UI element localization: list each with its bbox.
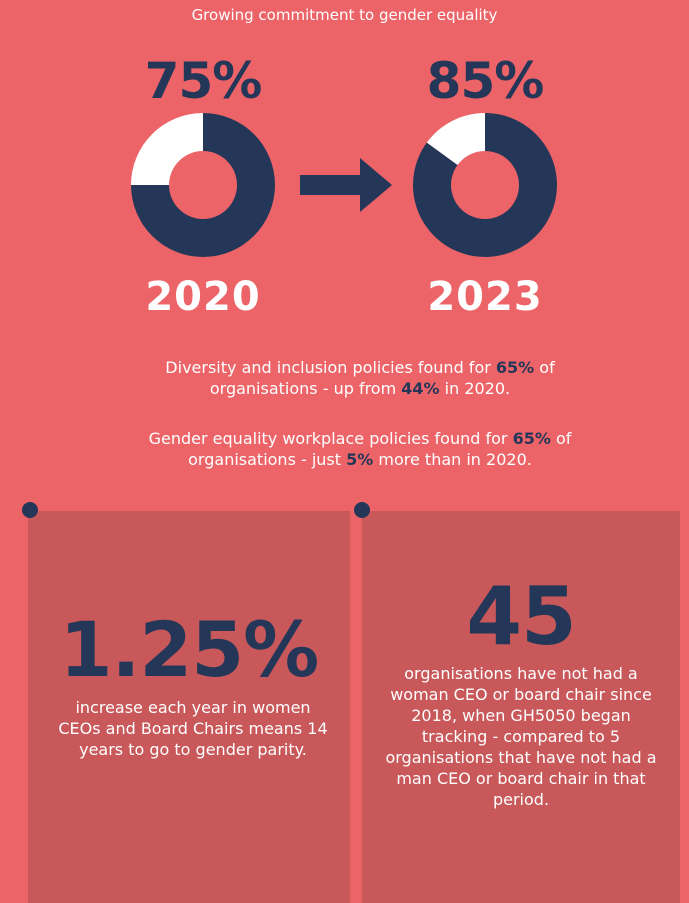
text: Gender equality workplace policies found… <box>148 429 513 448</box>
donut-segment <box>412 113 557 257</box>
donut-remainder <box>131 113 203 185</box>
donut-segment <box>131 113 275 257</box>
card-figure: 1.25% <box>59 605 320 694</box>
paragraph: Diversity and inclusion policies found f… <box>110 357 610 399</box>
donut-graphics <box>131 113 557 257</box>
highlight: 65% <box>495 358 535 377</box>
year: 2020 <box>145 274 261 320</box>
text: more than in 2020. <box>373 450 532 469</box>
card-text: increase each year in women CEOs and Boa… <box>58 698 328 759</box>
highlight: 5% <box>346 450 374 469</box>
year: 2023 <box>427 274 543 320</box>
text: Diversity and inclusion policies found f… <box>165 358 496 377</box>
donut-label: 75% <box>144 52 263 110</box>
title: Growing commitment to gender equality <box>191 6 498 24</box>
card-figure: 45 <box>466 570 576 663</box>
highlight: 44% <box>401 379 440 398</box>
dot <box>22 502 38 518</box>
paragraph: Gender equality workplace policies found… <box>110 428 610 470</box>
highlight: 65% <box>512 429 551 448</box>
text: in 2020. <box>439 379 511 398</box>
arrow <box>300 158 392 212</box>
card <box>362 511 680 903</box>
text: of organisations - up from <box>209 358 555 398</box>
text: of organisations - just <box>188 429 572 469</box>
donut-label: 85% <box>426 52 545 110</box>
card-text: organisations have not had a woman CEO o… <box>385 664 657 809</box>
card <box>28 511 350 903</box>
donut-remainder <box>426 113 485 166</box>
dot <box>354 502 370 518</box>
